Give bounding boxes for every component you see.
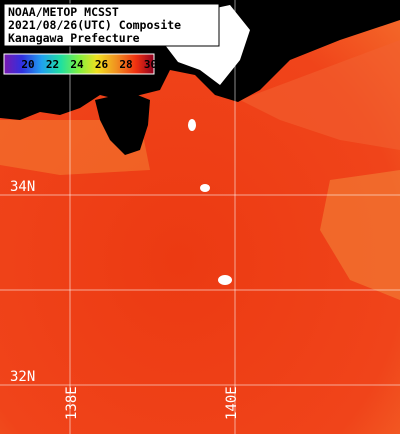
warm-patch <box>240 40 400 150</box>
lon-label: 138E <box>64 386 80 420</box>
lat-label: 34N <box>10 179 35 195</box>
colorbar-labels: 20 22 24 26 28 30 <box>21 58 157 71</box>
header-line: NOAA/METOP MCSST <box>8 5 119 19</box>
island <box>218 275 232 285</box>
lat-label: 32N <box>10 369 35 385</box>
colorbar-label: 28 <box>119 58 132 71</box>
island <box>188 119 196 131</box>
colorbar <box>3 53 155 75</box>
lon-label: 140E <box>224 386 240 420</box>
colorbar-label: 22 <box>46 58 59 71</box>
colorbar-label: 30 <box>144 58 157 71</box>
colorbar-label: 20 <box>21 58 34 71</box>
peninsula <box>95 92 150 155</box>
warm-patch <box>320 170 400 300</box>
island <box>200 184 210 192</box>
colorbar-label: 24 <box>70 58 84 71</box>
header-line: 2021/08/26(UTC) Composite <box>8 18 181 32</box>
header-line: Kanagawa Prefecture <box>8 31 140 45</box>
header-box <box>3 3 220 47</box>
colorbar-label: 26 <box>95 58 109 71</box>
